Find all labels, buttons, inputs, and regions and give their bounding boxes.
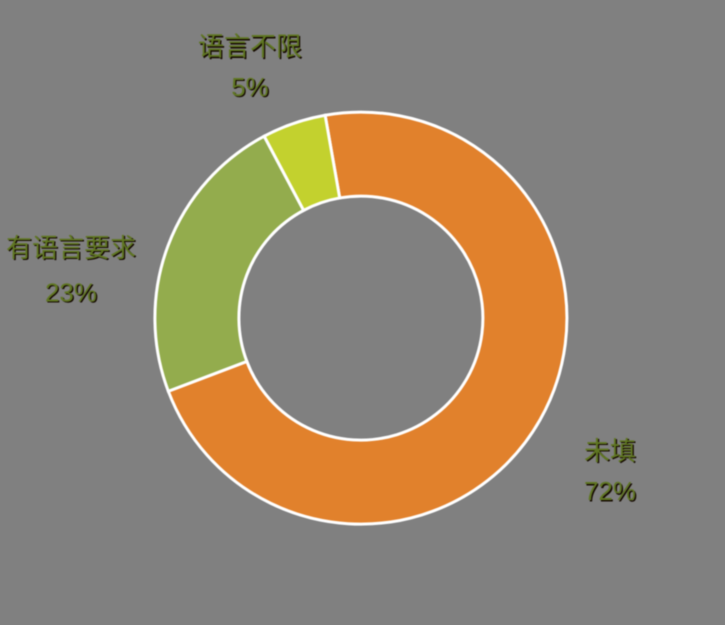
svg-text:语言不限: 语言不限 xyxy=(198,32,302,62)
svg-text:72%: 72% xyxy=(584,476,636,506)
svg-text:23%: 23% xyxy=(45,277,97,307)
svg-text:有语言要求: 有语言要求 xyxy=(6,233,136,263)
svg-text:未填: 未填 xyxy=(584,436,636,466)
svg-text:5%: 5% xyxy=(231,72,269,102)
